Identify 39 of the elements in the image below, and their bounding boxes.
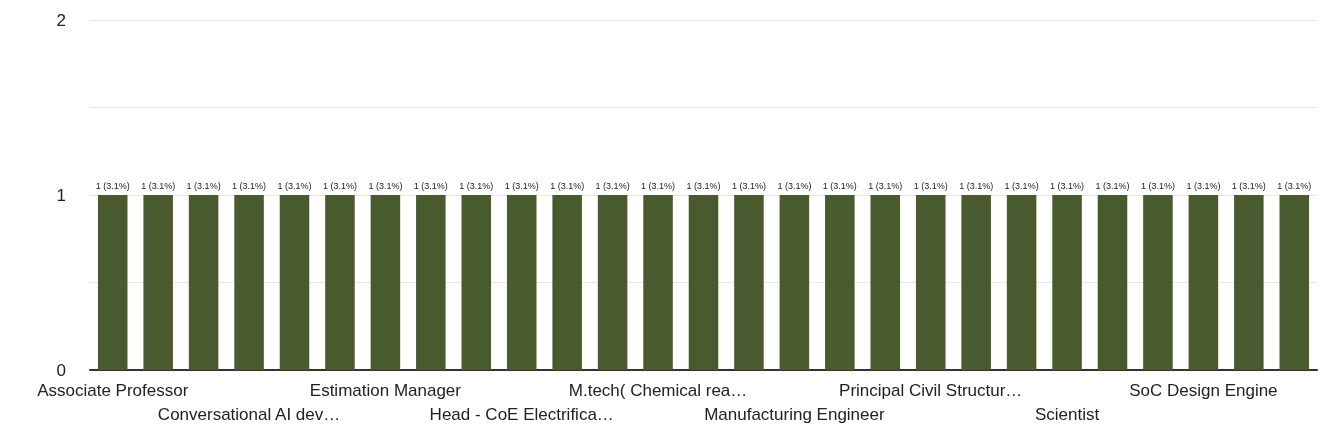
data-label: 1 (3.1%)	[1050, 180, 1085, 191]
data-label: 1 (3.1%)	[686, 180, 721, 191]
data-label: 1 (3.1%)	[731, 180, 766, 191]
x-tick-label: Estimation Manager	[309, 380, 462, 400]
data-label: 1 (3.1%)	[95, 180, 130, 191]
data-label: 1 (3.1%)	[959, 180, 994, 191]
data-label: 1 (3.1%)	[504, 180, 539, 191]
data-label: 1 (3.1%)	[868, 180, 903, 191]
data-label: 1 (3.1%)	[822, 180, 857, 191]
data-label: 1 (3.1%)	[550, 180, 585, 191]
x-tick-label: SoC Design Engine	[1129, 380, 1278, 400]
y-tick-label: 0	[56, 360, 66, 380]
x-tick-label: Manufacturing Engineer	[704, 404, 885, 424]
x-tick-label: Conversational AI dev…	[157, 404, 341, 424]
data-label: 1 (3.1%)	[641, 180, 676, 191]
y-tick-label: 1	[56, 185, 66, 205]
data-label: 1 (3.1%)	[1140, 180, 1175, 191]
data-label: 1 (3.1%)	[141, 180, 176, 191]
x-tick-label: Scientist	[1034, 404, 1100, 424]
data-label: 1 (3.1%)	[1004, 180, 1039, 191]
x-tick-label: Principal Civil Structur…	[839, 380, 1023, 400]
data-label: 1 (3.1%)	[1277, 180, 1312, 191]
data-label: 1 (3.1%)	[1095, 180, 1130, 191]
data-label: 1 (3.1%)	[186, 180, 221, 191]
data-label: 1 (3.1%)	[1231, 180, 1266, 191]
data-label: 1 (3.1%)	[459, 180, 494, 191]
data-label: 1 (3.1%)	[595, 180, 630, 191]
x-tick-label: Head - CoE Electrifica…	[429, 404, 614, 424]
data-label: 1 (3.1%)	[277, 180, 312, 191]
data-label: 1 (3.1%)	[777, 180, 812, 191]
y-tick-label: 2	[56, 10, 66, 30]
x-tick-label: M.tech( Chemical rea…	[568, 380, 748, 400]
data-label: 1 (3.1%)	[322, 180, 357, 191]
data-label: 1 (3.1%)	[913, 180, 948, 191]
x-tick-label: Associate Professor	[37, 380, 189, 400]
data-label: 1 (3.1%)	[368, 180, 403, 191]
data-label: 1 (3.1%)	[413, 180, 448, 191]
data-label: 1 (3.1%)	[232, 180, 267, 191]
data-label: 1 (3.1%)	[1186, 180, 1221, 191]
